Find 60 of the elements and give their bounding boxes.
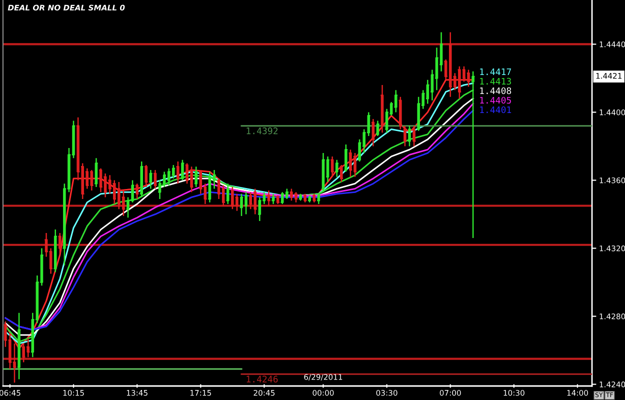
candlestick bbox=[302, 193, 308, 203]
candlestick bbox=[252, 188, 258, 215]
candlestick bbox=[139, 160, 144, 198]
candlestick bbox=[230, 186, 235, 210]
data-label: 1.4408 bbox=[480, 87, 512, 94]
data-label: 1.4246 bbox=[246, 376, 278, 383]
candlestick bbox=[148, 169, 153, 190]
candlestick bbox=[402, 125, 408, 147]
candlestick bbox=[166, 168, 172, 186]
candlestick bbox=[94, 158, 98, 188]
candlestick bbox=[307, 194, 312, 203]
candlestick bbox=[284, 188, 290, 200]
candlestick bbox=[207, 171, 212, 203]
candlestick bbox=[271, 193, 276, 205]
candlestick bbox=[26, 338, 30, 358]
candlestick bbox=[189, 166, 194, 193]
candlestick bbox=[294, 192, 298, 203]
candlestick bbox=[320, 152, 326, 193]
candlestick bbox=[134, 183, 140, 200]
candlestick bbox=[348, 149, 353, 178]
data-label: 1.4392 bbox=[246, 127, 278, 134]
candlestick bbox=[334, 159, 340, 178]
candlestick bbox=[394, 90, 398, 113]
candlestick bbox=[457, 66, 462, 100]
candlestick bbox=[226, 183, 230, 205]
candlestick bbox=[407, 125, 412, 147]
candlestick bbox=[339, 164, 344, 183]
candlestick bbox=[466, 69, 471, 88]
candlestick bbox=[244, 192, 248, 215]
candlestick bbox=[53, 228, 58, 273]
candlestick bbox=[352, 152, 358, 178]
candlestick bbox=[194, 166, 198, 188]
candlestick bbox=[58, 232, 62, 254]
candlestick bbox=[412, 125, 416, 147]
candlestick bbox=[21, 342, 26, 363]
candlestick bbox=[103, 172, 108, 198]
candlestick bbox=[312, 193, 316, 203]
candlestick bbox=[276, 194, 280, 205]
candlestick bbox=[298, 193, 303, 202]
candlestick bbox=[89, 169, 94, 192]
candlestick bbox=[375, 120, 380, 137]
candlestick bbox=[280, 192, 285, 205]
candlestick bbox=[330, 156, 335, 178]
data-label: 1.4413 bbox=[480, 78, 511, 85]
candlestick bbox=[316, 193, 321, 205]
candlestick bbox=[180, 159, 185, 181]
candlestick bbox=[176, 160, 180, 184]
candlestick bbox=[266, 190, 272, 206]
candlestick bbox=[380, 84, 385, 134]
data-label: 1.4401 bbox=[480, 106, 512, 114]
candlestick bbox=[239, 193, 244, 217]
data-label: 1.4417 bbox=[480, 68, 511, 76]
candlestick bbox=[448, 32, 453, 98]
candlestick bbox=[344, 144, 348, 172]
candlestick bbox=[370, 118, 376, 147]
candlestick bbox=[152, 169, 158, 190]
candlestick bbox=[289, 188, 294, 202]
candlestick bbox=[398, 96, 403, 130]
data-label: 1.4405 bbox=[480, 96, 511, 104]
candlestick bbox=[144, 164, 148, 188]
